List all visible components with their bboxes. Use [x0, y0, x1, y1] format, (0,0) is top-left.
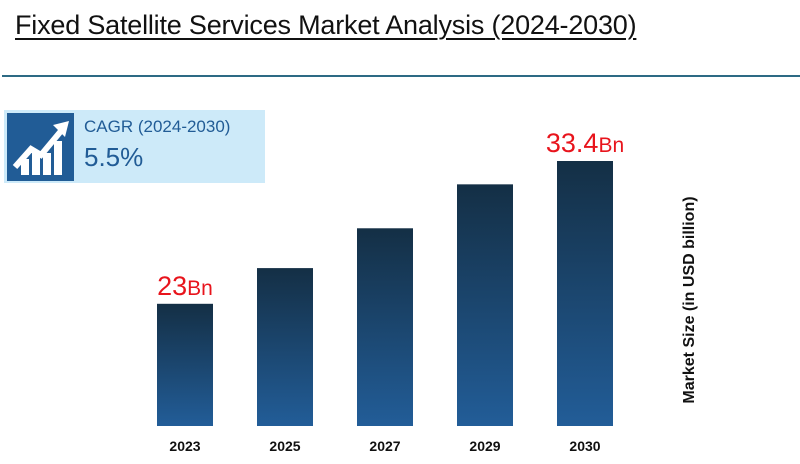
y-axis-label: Market Size (in USD billion) [681, 196, 698, 404]
header-divider [2, 75, 800, 77]
bar-2030 [557, 161, 613, 426]
page-title: Fixed Satellite Services Market Analysis… [15, 10, 637, 40]
bar-2027 [357, 228, 413, 426]
x-tick-label: 2023 [169, 438, 200, 454]
x-tick-label: 2029 [469, 438, 500, 454]
x-tick-label: 2025 [269, 438, 300, 454]
bar-2023 [157, 303, 213, 426]
cagr-value: 5.5% [84, 142, 144, 172]
cagr-label: CAGR (2024-2030) [84, 117, 231, 136]
data-label-2030: 33.4Bn [546, 128, 624, 158]
cagr-card: CAGR (2024-2030) 5.5% [4, 110, 265, 183]
bar-2029 [457, 184, 513, 426]
data-label-2023: 23Bn [157, 271, 213, 301]
x-tick-label: 2027 [369, 438, 400, 454]
bar-2025 [257, 268, 313, 426]
growth-chart-arrow-icon [7, 113, 74, 181]
x-tick-label: 2030 [569, 438, 600, 454]
